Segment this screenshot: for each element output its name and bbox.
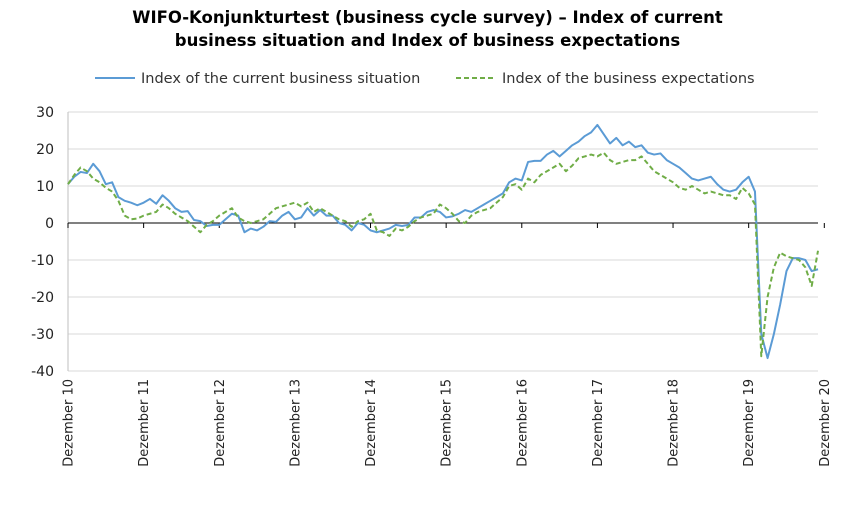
x-tick-label: Dezember 13: [288, 379, 303, 467]
series-line-expectations: [67, 151, 819, 358]
x-tick-label: Dezember 17: [591, 379, 606, 467]
series-line-current-situation: [67, 123, 819, 360]
x-tick-label: Dezember 11: [137, 379, 152, 467]
legend-item-current-situation: Index of the current business situation: [141, 71, 420, 87]
y-tick-label: 0: [45, 216, 54, 232]
chart-title-line-1: WIFO-Konjunkturtest (business cycle surv…: [132, 8, 723, 27]
x-tick-label: Dezember 19: [742, 379, 757, 467]
y-tick-label: -20: [31, 290, 54, 306]
x-tick-label: Dezember 12: [213, 379, 228, 467]
y-tick-label: -30: [31, 327, 54, 343]
x-tick-label: Dezember 10: [62, 379, 77, 467]
x-tick-label: Dezember 14: [364, 379, 379, 467]
x-tick-label: Dezember 20: [818, 379, 833, 467]
x-tick-label: Dezember 16: [515, 379, 530, 467]
y-tick-label: 20: [36, 142, 54, 158]
x-tick-label: Dezember 15: [440, 379, 455, 467]
chart-title: WIFO-Konjunkturtest (business cycle surv…: [0, 6, 855, 52]
legend-item-expectations: Index of the business expectations: [502, 71, 755, 87]
y-tick-label: -10: [31, 253, 54, 269]
x-tick-label: Dezember 18: [667, 379, 682, 467]
chart-title-line-2: business situation and Index of business…: [174, 31, 681, 50]
y-tick-label: -40: [31, 364, 54, 380]
y-tick-label: 30: [36, 105, 54, 121]
y-tick-label: 10: [36, 179, 54, 195]
